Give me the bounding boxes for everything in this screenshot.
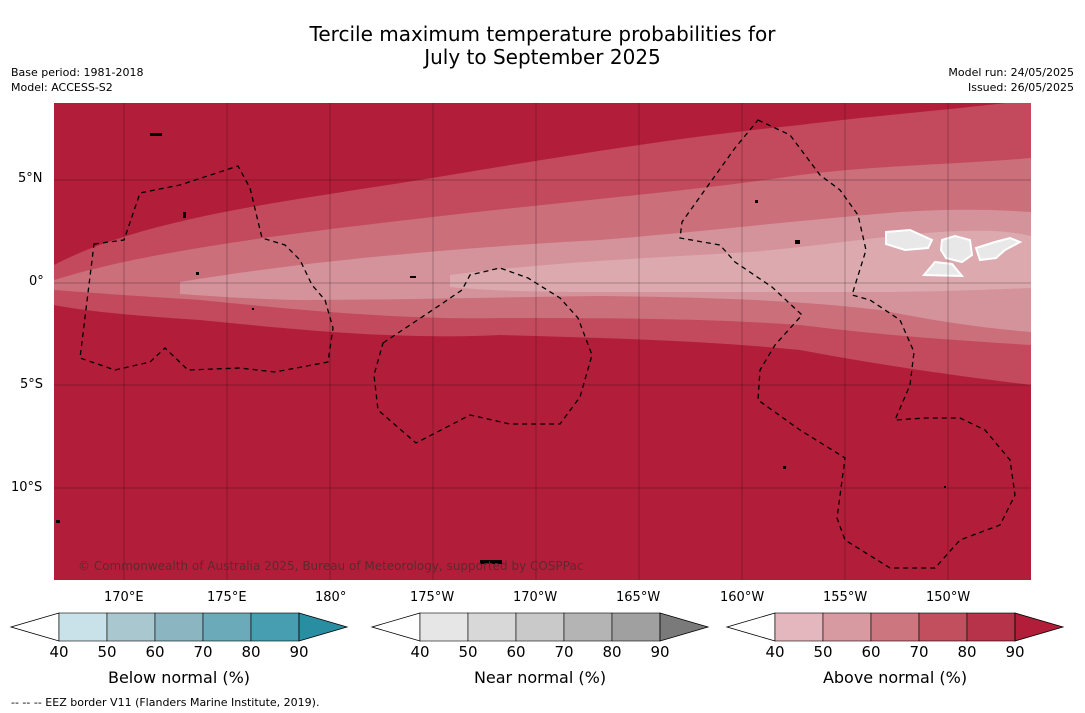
near-colorbar-segment bbox=[611, 612, 661, 642]
coastlines bbox=[56, 133, 946, 564]
lat-label-5n: 5°N bbox=[18, 171, 43, 186]
above-colorbar-segment bbox=[870, 612, 920, 642]
below-colorbar-tick-label: 40 bbox=[49, 643, 69, 661]
lon-label-175e: 175°E bbox=[207, 590, 247, 605]
below-colorbar-tick-label: 50 bbox=[97, 643, 117, 661]
above-colorbar-tick-label: 70 bbox=[909, 643, 929, 661]
lat-label-5s: 5°S bbox=[20, 377, 44, 392]
lon-label-180: 180° bbox=[315, 590, 347, 605]
below-colorbar-tick-label: 70 bbox=[193, 643, 213, 661]
above-colorbar-tick-label: 80 bbox=[957, 643, 977, 661]
colorbar-near-label: Near normal (%) bbox=[473, 668, 607, 687]
above-colorbar-tick-label: 50 bbox=[813, 643, 833, 661]
near-colorbar-low-arrow bbox=[370, 612, 421, 642]
above-colorbar-segment bbox=[822, 612, 872, 642]
below-colorbar-tick-label: 80 bbox=[241, 643, 261, 661]
near-colorbar-segment bbox=[419, 612, 469, 642]
lon-label-160w: 160°W bbox=[720, 590, 765, 605]
colorbar-above-label: Above normal (%) bbox=[822, 668, 968, 687]
above-colorbar-low-arrow bbox=[725, 612, 776, 642]
eez-footnote: -- -- -- EEZ border V11 (Flanders Marine… bbox=[11, 696, 320, 709]
lon-label-165w: 165°W bbox=[616, 590, 661, 605]
colorbar-above-normal bbox=[725, 612, 1065, 642]
above-colorbar-tick-label: 40 bbox=[765, 643, 785, 661]
lat-label-10s: 10°S bbox=[11, 480, 43, 495]
near-colorbar-high-arrow bbox=[659, 612, 710, 642]
above-colorbar-high-arrow bbox=[1014, 612, 1065, 642]
contour-40-patches bbox=[885, 228, 1023, 278]
below-colorbar-segment bbox=[154, 612, 204, 642]
colorbar-below-normal bbox=[9, 612, 349, 642]
near-colorbar-tick-label: 70 bbox=[554, 643, 574, 661]
near-colorbar-tick-label: 50 bbox=[458, 643, 478, 661]
lon-label-175w: 175°W bbox=[410, 590, 455, 605]
copyright-notice: © Commonwealth of Australia 2025, Bureau… bbox=[78, 559, 584, 573]
near-colorbar-segment bbox=[563, 612, 613, 642]
below-colorbar-high-arrow bbox=[298, 612, 349, 642]
near-colorbar-tick-label: 40 bbox=[410, 643, 430, 661]
above-colorbar-segment bbox=[918, 612, 968, 642]
colorbar-below-label: Below normal (%) bbox=[107, 668, 251, 687]
lon-label-170w: 170°W bbox=[513, 590, 558, 605]
near-colorbar-tick-label: 90 bbox=[650, 643, 670, 661]
map-title-line2: July to September 2025 bbox=[424, 45, 661, 69]
right-metadata: Model run: 24/05/2025 Issued: 26/05/2025 bbox=[948, 65, 1074, 95]
left-metadata: Base period: 1981-2018 Model: ACCESS-S2 bbox=[11, 65, 143, 95]
near-colorbar-tick-label: 80 bbox=[602, 643, 622, 661]
map-title-line1: Tercile maximum temperature probabilitie… bbox=[309, 22, 776, 46]
model-run: Model run: 24/05/2025 bbox=[948, 66, 1074, 79]
above-colorbar-tick-label: 60 bbox=[861, 643, 881, 661]
above-colorbar-segment bbox=[774, 612, 824, 642]
near-colorbar-segment bbox=[467, 612, 517, 642]
below-colorbar-tick-label: 90 bbox=[289, 643, 309, 661]
below-colorbar-low-arrow bbox=[9, 612, 60, 642]
contour-50 bbox=[450, 230, 1031, 292]
below-colorbar-tick-label: 60 bbox=[145, 643, 165, 661]
map-area bbox=[54, 103, 1031, 580]
below-colorbar-segment bbox=[58, 612, 108, 642]
below-colorbar-segment bbox=[250, 612, 300, 642]
model-name: Model: ACCESS-S2 bbox=[11, 81, 113, 94]
above-colorbar-tick-label: 90 bbox=[1005, 643, 1025, 661]
below-colorbar-segment bbox=[202, 612, 252, 642]
lon-label-170e: 170°E bbox=[104, 590, 144, 605]
near-colorbar-tick-label: 60 bbox=[506, 643, 526, 661]
lon-label-150w: 150°W bbox=[926, 590, 971, 605]
issued-date: Issued: 26/05/2025 bbox=[967, 81, 1074, 94]
colorbars bbox=[9, 612, 1065, 642]
below-colorbar-segment bbox=[106, 612, 156, 642]
lon-label-155w: 155°W bbox=[823, 590, 868, 605]
graticule bbox=[54, 103, 1031, 580]
eez-borders bbox=[79, 119, 1016, 569]
above-colorbar-segment bbox=[966, 612, 1016, 642]
near-colorbar-segment bbox=[515, 612, 565, 642]
lat-label-0: 0° bbox=[29, 274, 44, 289]
base-period: Base period: 1981-2018 bbox=[11, 66, 144, 79]
colorbar-near-normal bbox=[370, 612, 710, 642]
